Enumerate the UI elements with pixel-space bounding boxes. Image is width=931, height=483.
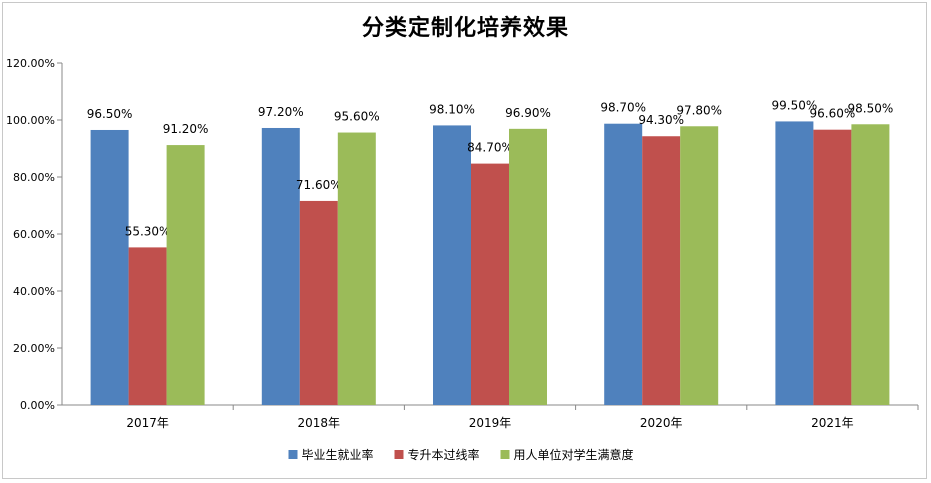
y-tick-label: 80.00% — [13, 171, 55, 184]
legend-label: 专升本过线率 — [408, 447, 480, 462]
chart-title: 分类定制化培养效果 — [361, 16, 569, 41]
legend-label: 毕业生就业率 — [302, 447, 374, 462]
data-label: 99.50% — [772, 98, 818, 112]
data-label: 71.60% — [296, 178, 342, 192]
bar — [851, 124, 890, 406]
x-tick-label: 2020年 — [640, 416, 683, 430]
x-tick-label: 2021年 — [811, 416, 854, 430]
bar — [433, 125, 471, 405]
bar — [261, 127, 300, 405]
bar — [128, 247, 167, 405]
data-label: 98.10% — [429, 102, 475, 116]
x-tick-label: 2018年 — [298, 416, 341, 430]
bar — [337, 132, 376, 406]
legend-swatch — [288, 450, 298, 459]
y-tick-label: 40.00% — [13, 285, 55, 298]
bar — [509, 128, 547, 405]
bar — [166, 145, 205, 405]
x-tick-label: 2017年 — [126, 416, 169, 430]
data-label: 96.90% — [505, 106, 551, 120]
bar — [680, 126, 719, 406]
data-label: 84.70% — [467, 141, 513, 155]
data-label: 94.30% — [638, 113, 684, 127]
y-tick-label: 0.00% — [20, 399, 55, 412]
y-tick-label: 60.00% — [13, 228, 55, 241]
legend-swatch — [394, 450, 404, 459]
bar — [775, 121, 814, 406]
data-label: 55.30% — [125, 224, 171, 238]
data-label: 96.60% — [810, 107, 856, 121]
data-label: 98.70% — [600, 101, 646, 115]
y-tick-label: 20.00% — [13, 342, 55, 355]
x-tick-label: 2019年 — [469, 416, 512, 430]
bar — [604, 123, 643, 405]
data-label: 95.60% — [334, 110, 380, 124]
y-tick-label: 100.00% — [6, 114, 55, 127]
data-label: 97.20% — [258, 105, 304, 119]
data-label: 96.50% — [87, 107, 133, 121]
legend-swatch — [500, 450, 510, 459]
bar — [813, 129, 852, 405]
bar — [642, 136, 681, 405]
bar — [299, 200, 338, 405]
data-label: 97.80% — [676, 103, 722, 117]
data-label: 98.50% — [848, 101, 894, 115]
legend-label: 用人单位对学生满意度 — [514, 447, 634, 462]
bar — [471, 163, 509, 405]
data-label: 91.20% — [163, 122, 209, 136]
bar — [90, 129, 129, 405]
y-tick-label: 120.00% — [6, 57, 55, 70]
